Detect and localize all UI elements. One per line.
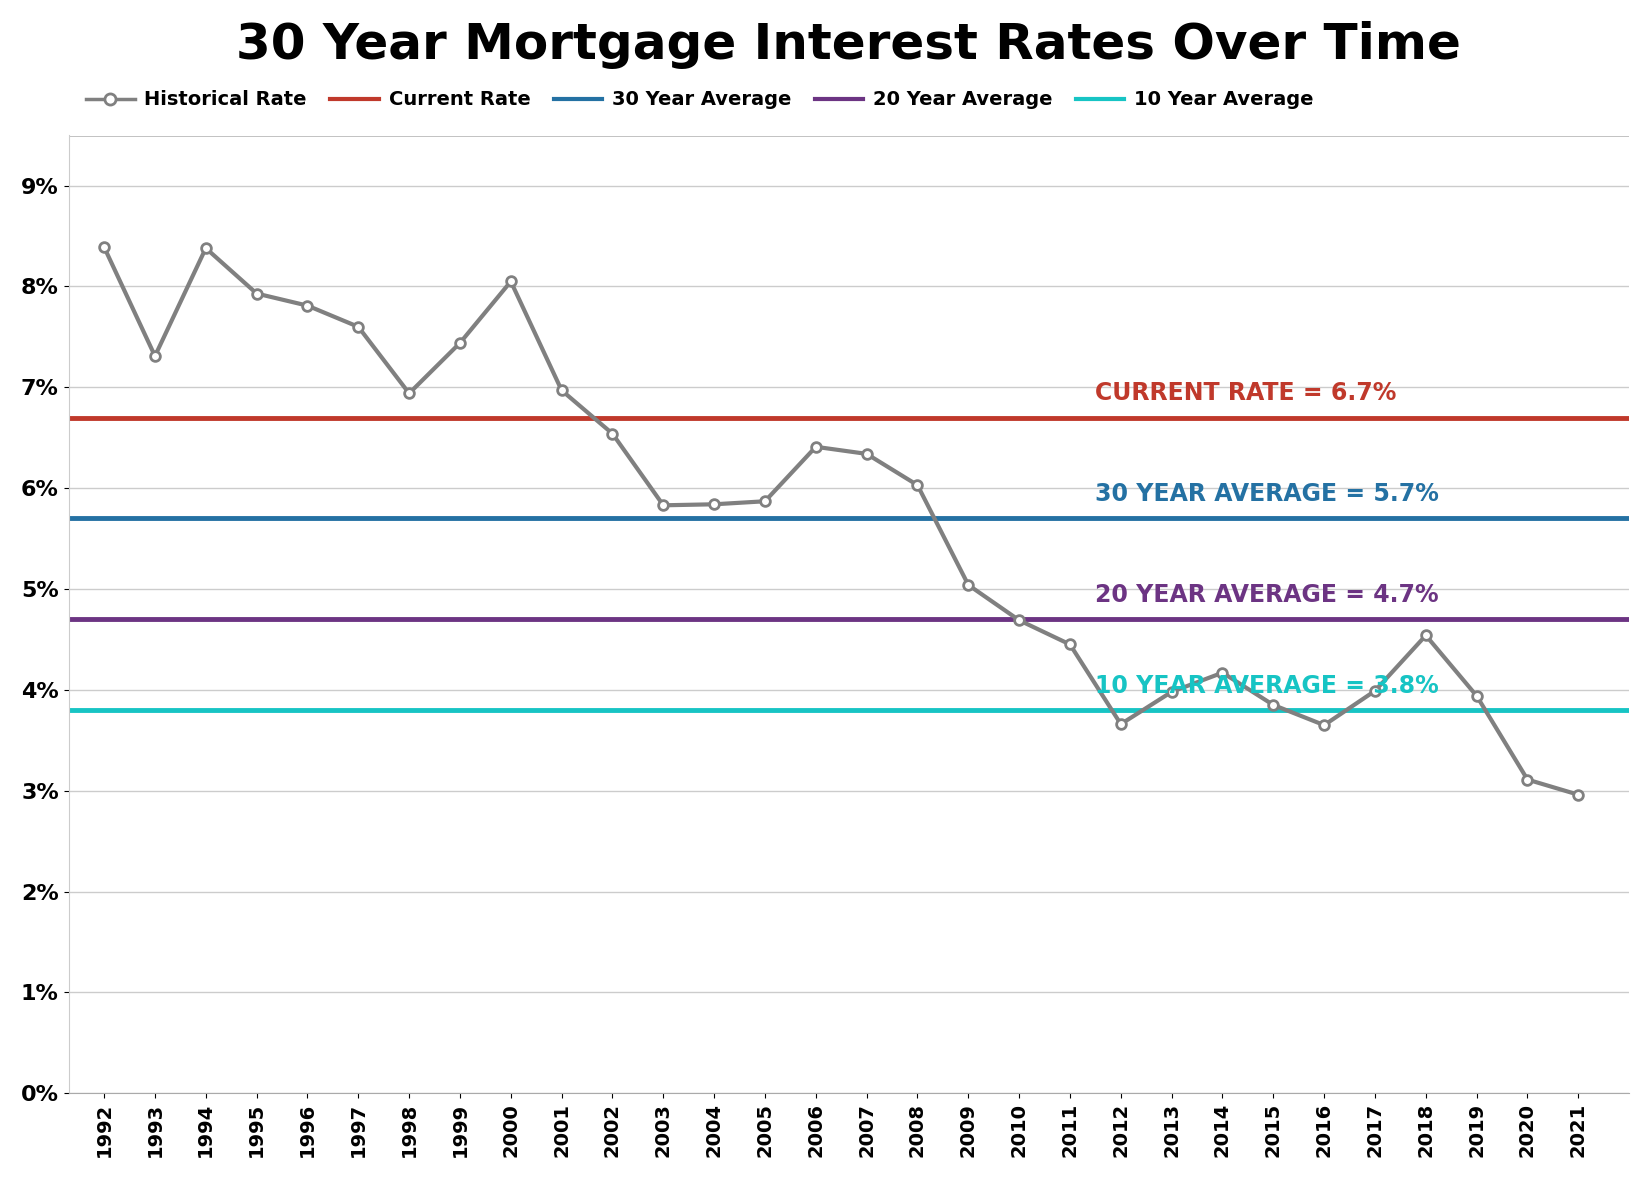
- Text: 30 YEAR AVERAGE = 5.7%: 30 YEAR AVERAGE = 5.7%: [1096, 482, 1439, 507]
- Text: CURRENT RATE = 6.7%: CURRENT RATE = 6.7%: [1096, 382, 1398, 405]
- Title: 30 Year Mortgage Interest Rates Over Time: 30 Year Mortgage Interest Rates Over Tim…: [236, 21, 1462, 68]
- Text: 20 YEAR AVERAGE = 4.7%: 20 YEAR AVERAGE = 4.7%: [1096, 583, 1439, 607]
- Legend: Historical Rate, Current Rate, 30 Year Average, 20 Year Average, 10 Year Average: Historical Rate, Current Rate, 30 Year A…: [78, 82, 1322, 118]
- Text: 10 YEAR AVERAGE = 3.8%: 10 YEAR AVERAGE = 3.8%: [1096, 674, 1439, 697]
